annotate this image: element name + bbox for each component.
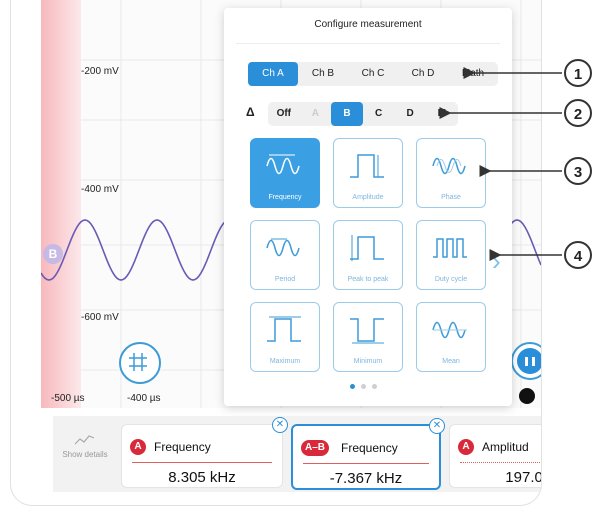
tile-label: Minimum [353,358,383,365]
tile-amplitude[interactable]: Amplitude [333,138,403,208]
page-dot[interactable] [372,384,377,389]
period-icon [266,238,300,257]
measurement-card[interactable]: A Amplitud 197.0 r [449,424,542,488]
page-dot[interactable] [361,384,366,389]
channel-badge: A [130,439,146,455]
tile-label: Peak to peak [347,276,389,283]
measurement-name: Frequency [341,441,398,455]
tile-label: Frequency [268,194,302,201]
channel-badge: A [458,439,474,455]
maximum-icon [267,316,301,342]
tile-duty-cycle[interactable]: Duty cycle [416,220,486,290]
x-axis-label: -400 µs [127,393,161,404]
callout-marker: 4 [564,241,592,269]
divider [236,43,500,44]
channel-option[interactable]: Ch B [311,68,335,79]
channel-b-marker[interactable]: B [43,244,63,264]
callout-marker: 2 [564,99,592,127]
tile-label: Duty cycle [434,276,468,283]
grid-toggle-button[interactable] [119,342,161,384]
duty-cycle-icon [433,238,467,258]
mean-icon [432,321,467,339]
amplitude-icon [350,154,384,178]
tile-label: Period [274,276,296,283]
measurement-name: Amplitud [482,440,529,454]
tile-label: Mean [442,358,460,365]
page-indicator[interactable] [350,384,377,389]
tile-peak-to-peak[interactable]: Peak to peak [333,220,403,290]
channel-option[interactable]: Ch C [361,68,385,79]
page-dot[interactable] [350,384,355,389]
reference-option[interactable]: B [331,102,363,126]
pause-button[interactable] [511,342,541,380]
reference-option[interactable]: Off [276,108,292,119]
channel-option[interactable]: Ch D [411,68,435,79]
phase-icon [432,157,466,175]
measurement-name: Frequency [154,440,211,454]
channel-option[interactable]: Ch A [248,62,298,86]
trigger-drop-icon[interactable] [519,388,535,404]
show-details-button[interactable]: Show details [59,432,111,460]
y-axis-label: -200 mV [81,66,119,77]
callout-marker: 1 [564,59,592,87]
popover-title: Configure measurement [314,19,422,30]
tile-phase[interactable]: Phase [416,138,486,208]
tile-label: Maximum [269,358,301,365]
show-details-label: Show details [62,450,108,459]
reference-option[interactable]: D [406,108,414,119]
measurement-value: 8.305 kHz [168,469,236,486]
measurement-card[interactable]: A–B Frequency -7.367 kHz ✕ [291,418,445,490]
delta-symbol: Δ [246,105,255,119]
tile-label: Phase [441,194,461,201]
y-axis-label: -600 mV [81,312,119,323]
measurement-value: 197.0 r [505,469,542,486]
channel-badge: A–B [301,440,330,456]
minimum-icon [350,318,384,344]
channel-color-line [303,463,429,464]
x-axis-label: -500 µs [51,393,85,404]
pause-icon [517,348,541,374]
tile-frequency[interactable]: Frequency [250,138,320,208]
tile-mean[interactable]: Mean [416,302,486,372]
close-icon[interactable]: ✕ [429,418,445,434]
grid-icon [129,353,147,371]
reference-option: A [311,108,319,119]
measurement-bar: Show details A Frequency 8.305 kHz ✕ A–B… [53,416,541,492]
y-axis-label: -400 mV [81,184,119,195]
measurement-card[interactable]: A Frequency 8.305 kHz ✕ [121,417,288,488]
tile-period[interactable]: Period [250,220,320,290]
scope-app-window: -200 mV -400 mV -600 mV -500 µs -400 µs … [10,0,542,506]
close-icon[interactable]: ✕ [272,417,288,433]
trend-chart-icon [74,435,95,445]
tile-minimum[interactable]: Minimum [333,302,403,372]
callout-marker: 3 [564,157,592,185]
peak-to-peak-icon [350,235,384,261]
channel-color-line [132,462,272,463]
tile-maximum[interactable]: Maximum [250,302,320,372]
reference-channel-selector: Off A B C D M [268,102,458,126]
measurement-value: -7.367 kHz [329,470,403,487]
next-page-chevron-icon[interactable]: › [492,246,501,276]
reference-option[interactable]: C [374,108,383,119]
out-of-range-band [41,0,81,408]
tile-label: Amplitude [352,194,384,201]
frequency-icon [266,154,300,175]
channel-color-line [460,462,541,464]
